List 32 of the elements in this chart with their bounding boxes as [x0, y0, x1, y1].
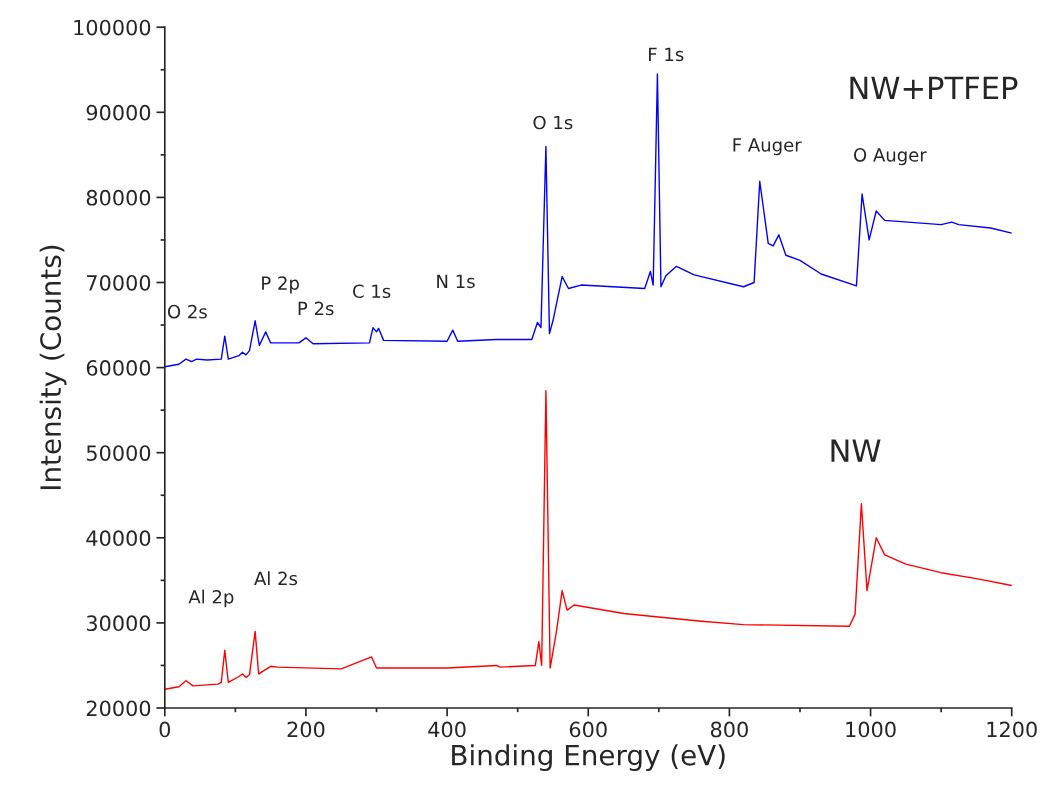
line-series [164, 389, 1012, 690]
x-tick-label: 1200 [987, 721, 1037, 738]
annotation: P 2p [262, 276, 299, 294]
x-tick-label: 0 [159, 721, 171, 738]
y-tick-label: 70000 [87, 274, 151, 291]
y-axis-title: Intensity (Counts) [39, 245, 67, 490]
annotation: O 1s [533, 115, 573, 130]
annotation: NW+PTFEP [850, 76, 1018, 99]
annotation: F 1s [649, 47, 684, 62]
x-axis-title: Binding Energy (eV) [452, 744, 725, 772]
x-tick-label: 800 [710, 721, 748, 738]
annotation: C 1s [353, 284, 391, 299]
y-tick-label: 20000 [86, 700, 151, 717]
annotation: N 1s [437, 274, 475, 289]
y-tick-label: 40000 [86, 530, 151, 547]
annotation: O Auger [854, 148, 927, 166]
y-tick-label: 100000 [74, 19, 151, 36]
y-tick-label: 80000 [86, 189, 151, 206]
annotation: Al 2p [188, 589, 234, 608]
y-tick-label: 50000 [86, 445, 151, 461]
annotation: F Auger [733, 138, 802, 156]
annotation: P 2s [298, 301, 334, 316]
y-tick-label: 30000 [86, 615, 151, 632]
y-tick-label: 60000 [86, 360, 151, 376]
annotation: Al 2s [254, 571, 298, 586]
annotation: O 2s [167, 304, 207, 319]
y-tick-label: 90000 [86, 104, 151, 121]
annotation: NW [831, 439, 881, 462]
x-tick-label: 400 [428, 721, 466, 738]
x-tick-label: 1000 [846, 721, 896, 738]
x-tick-label: 200 [287, 721, 325, 738]
x-tick-label: 600 [569, 721, 607, 738]
